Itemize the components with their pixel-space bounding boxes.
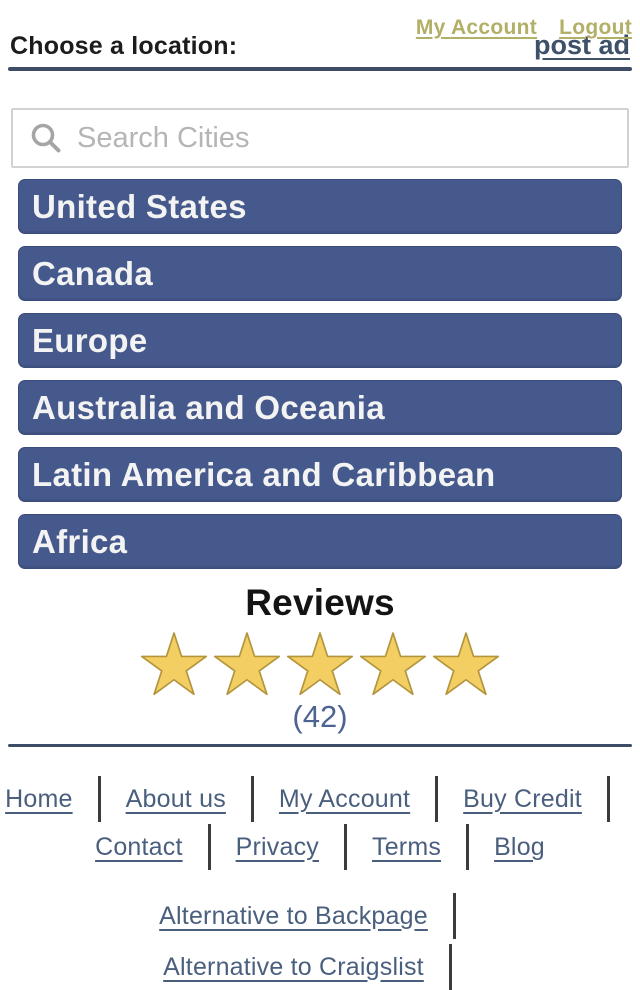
location-button-australia-oceania[interactable]: Australia and Oceania (18, 380, 622, 435)
footer-link-terms[interactable]: Terms (372, 832, 442, 861)
divider (97, 776, 101, 822)
my-account-link[interactable]: My Account (415, 16, 538, 39)
footer: Home About us My Account Buy Credit Cont… (0, 776, 640, 990)
footer-row-1: Home About us My Account Buy Credit (0, 776, 640, 822)
divider (448, 944, 452, 990)
footer-link-buy-credit[interactable]: Buy Credit (463, 784, 582, 813)
star-icon (359, 632, 427, 696)
footer-link-home[interactable]: Home (5, 784, 73, 813)
logout-link[interactable]: Logout (559, 16, 632, 39)
footer-rule (8, 744, 632, 747)
star-icon (286, 632, 354, 696)
divider (466, 824, 470, 870)
location-button-canada[interactable]: Canada (18, 246, 622, 301)
footer-link-alternative-to-backpage[interactable]: Alternative to Backpage (159, 901, 428, 930)
account-bar: My Account Logout (416, 16, 632, 40)
divider (250, 776, 254, 822)
location-list: United States Canada Europe Australia an… (0, 179, 640, 569)
star-icon (140, 632, 208, 696)
divider (435, 776, 439, 822)
footer-link-contact[interactable]: Contact (95, 832, 183, 861)
reviews-title: Reviews (245, 582, 395, 623)
page-title: Choose a location: (10, 32, 238, 60)
reviews-count: (42) (292, 699, 348, 734)
star-rating (0, 631, 640, 696)
star-icon (213, 632, 281, 696)
footer-row-3: Alternative to Backpage (0, 893, 640, 939)
search-box[interactable] (11, 108, 629, 168)
divider (344, 824, 347, 870)
location-button-africa[interactable]: Africa (18, 514, 622, 569)
footer-link-about-us[interactable]: About us (125, 784, 226, 813)
header: Choose a location: post ad (10, 30, 630, 61)
location-button-united-states[interactable]: United States (18, 179, 622, 234)
search-input[interactable] (77, 121, 627, 155)
divider (452, 893, 456, 939)
search-icon (31, 123, 61, 153)
footer-link-privacy[interactable]: Privacy (235, 832, 319, 861)
footer-row-2: Contact Privacy Terms Blog (0, 824, 640, 870)
star-icon (432, 632, 500, 696)
header-rule (8, 67, 632, 71)
footer-link-blog[interactable]: Blog (494, 832, 545, 861)
post-ad-link[interactable]: post ad (533, 30, 630, 60)
footer-link-alternative-partial[interactable]: Alternative to Craigslist (163, 952, 424, 981)
divider (606, 776, 610, 822)
divider (207, 824, 211, 870)
location-button-europe[interactable]: Europe (18, 313, 622, 368)
footer-row-4-clipped: Alternative to Craigslist (0, 944, 640, 990)
footer-link-my-account[interactable]: My Account (278, 784, 411, 813)
location-button-latin-america-caribbean[interactable]: Latin America and Caribbean (18, 447, 622, 502)
reviews-section: Reviews (42) (0, 582, 640, 735)
